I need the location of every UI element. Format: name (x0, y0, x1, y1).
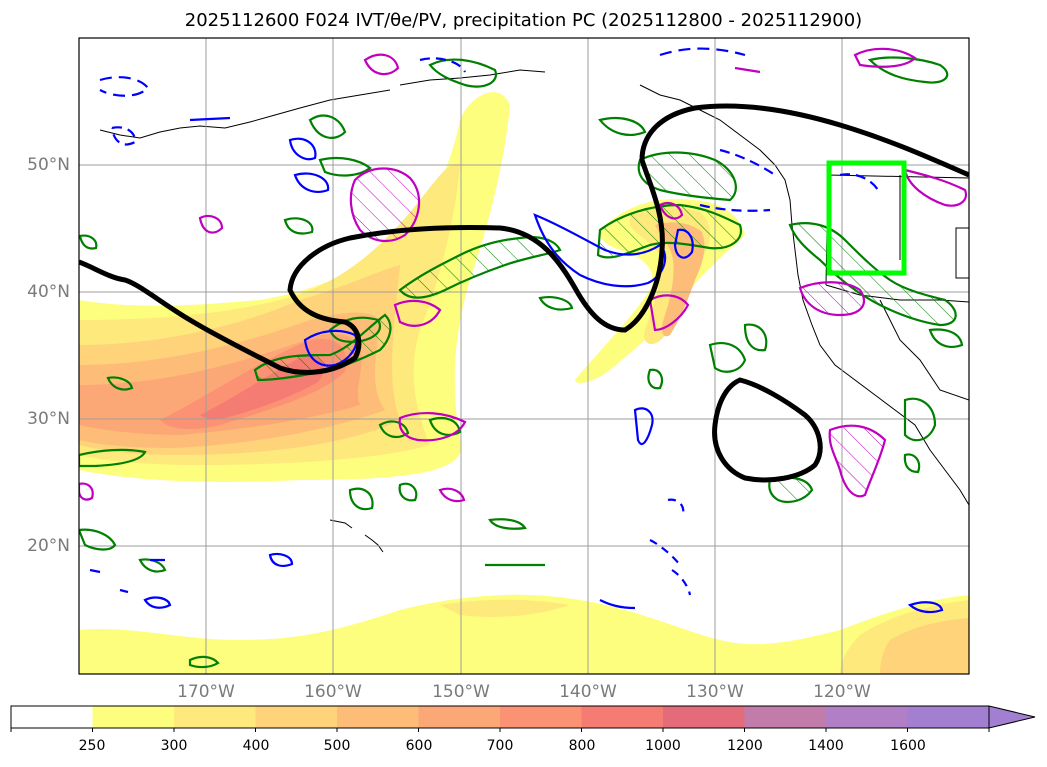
colorbar-tick-500: 500 (323, 738, 351, 754)
colorbar-segment (907, 706, 990, 728)
colorbar-tick-1600: 1600 (890, 738, 926, 754)
lon-label-120w: 120°W (813, 682, 871, 702)
lon-label-170w: 170°W (177, 682, 235, 702)
map-title: 2025112600 F024 IVT/θe/PV, precipitation… (184, 10, 863, 31)
colorbar (10, 705, 1036, 732)
colorbar-tick-250: 250 (78, 738, 106, 754)
colorbar-segment (418, 706, 501, 728)
lon-label-130w: 130°W (686, 682, 744, 702)
theta-e-contours (89, 47, 944, 614)
map-frame (78, 37, 970, 675)
map-plot-area (79, 38, 969, 674)
colorbar-segment (744, 706, 827, 728)
lat-label-20n: 20°N (27, 536, 70, 556)
lat-label-50n: 50°N (27, 155, 70, 175)
lon-label-150w: 150°W (432, 682, 490, 702)
colorbar-tick-1400: 1400 (808, 738, 844, 754)
colorbar-segment (581, 706, 664, 728)
lon-label-140w: 140°W (559, 682, 617, 702)
colorbar-tick-600: 600 (405, 738, 433, 754)
colorbar-segment (826, 706, 908, 728)
highlight-box (826, 160, 907, 276)
ivt-shading (79, 92, 969, 674)
gridlines (79, 38, 969, 674)
lat-label-40n: 40°N (27, 282, 70, 302)
colorbar-segment (174, 706, 256, 728)
colorbar-tick-300: 300 (160, 738, 188, 754)
colorbar-segment (92, 706, 175, 728)
colorbar-segment (663, 706, 745, 728)
lon-label-160w: 160°W (304, 682, 362, 702)
lat-label-30n: 30°N (27, 409, 70, 429)
colorbar-segment (337, 706, 419, 728)
colorbar-segment (255, 706, 338, 728)
colorbar-segment (11, 706, 93, 728)
colorbar-tick-1000: 1000 (645, 738, 681, 754)
colorbar-tick-700: 700 (486, 738, 514, 754)
colorbar-extend-arrow (988, 705, 1036, 729)
pc-contours (79, 47, 968, 503)
colorbar-segment (500, 706, 582, 728)
colorbar-tick-800: 800 (568, 738, 596, 754)
coastlines (99, 69, 969, 553)
colorbar-tick-1200: 1200 (727, 738, 763, 754)
colorbar-tick-400: 400 (242, 738, 270, 754)
jet-contours (79, 103, 969, 483)
